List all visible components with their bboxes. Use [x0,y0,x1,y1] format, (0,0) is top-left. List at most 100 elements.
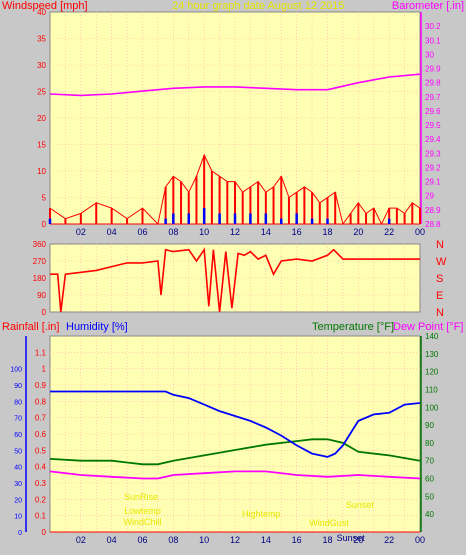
humidity-tick-label: 90 [14,383,22,390]
humidity-axis-label: Humidity [%] [66,321,128,333]
windspeed-tick-label: 35 [37,35,46,44]
x-tick-label: 06 [137,227,147,237]
x-tick-label: 12 [230,227,240,237]
barometer-tick-label: 30 [425,50,434,59]
humidity-tick-label: 80 [14,399,22,406]
x-tick-label: 14 [261,227,271,237]
temperature-tick-label: 120 [425,368,439,377]
x-tick-label: 02 [76,227,86,237]
barometer-tick-label: 29.1 [425,178,441,187]
windspeed-tick-label: 20 [37,114,46,123]
annotation-label: WindChill [123,517,161,527]
temperature-tick-label: 130 [425,350,439,359]
rainfall-tick-label: 0.9 [35,381,47,390]
x-tick-label: 04 [107,227,117,237]
x-tick-label: 14 [261,535,271,545]
humidity-tick-label: 20 [14,497,22,504]
rainfall-tick-label: 0.4 [35,463,47,472]
annotation-label: SunRise [124,492,158,502]
windspeed-axis-label: Windspeed [mph] [2,0,88,12]
annotation-label: Lowtemp [124,506,161,516]
barometer-axis-label: Barometer [.in] [392,0,464,12]
annotation-label: Hightemp [242,509,281,519]
barometer-tick-label: 29.2 [425,163,441,172]
windspeed-tick-label: 30 [37,61,46,70]
x-tick-label: 10 [199,227,209,237]
rainfall-tick-label: 0.8 [35,397,47,406]
rainfall-tick-label: 0.5 [35,446,47,455]
windspeed-tick-label: 15 [37,141,46,150]
windspeed-tick-label: 0 [42,220,47,229]
x-tick-label: 08 [168,535,178,545]
wind-direction-line [50,247,420,313]
rainfall-tick-label: 0.6 [35,430,47,439]
humidity-tick-label: 70 [14,416,22,423]
x-tick-label: 20 [353,227,363,237]
temperature-tick-label: 140 [425,332,439,341]
x-tick-label: 00 [415,535,425,545]
x-tick-label: 00 [415,227,425,237]
humidity-tick-label: 50 [14,448,22,455]
chart-title: 24 hour graph date August 12 2015 [172,0,344,12]
wind-axes: 0 5 10 15 20 25 30 35 40 28.8 28.9 29 29.1 29.2 29.3 29… [37,8,441,237]
humidity-tick-label: 0 [18,530,22,537]
wind-grid [50,12,420,224]
temperature-tick-label: 90 [425,421,434,430]
temperature-tick-label: 50 [425,492,434,501]
barometer-tick-label: 28.9 [425,206,441,215]
rainfall-axis-label: Rainfall [.in] [2,321,59,333]
rainfall-tick-label: 0.3 [35,479,47,488]
temp-axes: 0 0.1 0.2 0.3 0.4 0.5 0.6 0.7 0.8 0.9 1 1.1 0 10 20 30 4… [10,332,439,545]
x-tick-label: 22 [384,227,394,237]
direction-tick-label: 360 [33,240,47,249]
barometer-tick-label: 29.6 [425,107,441,116]
barometer-line [49,73,421,97]
direction-tick-label: 180 [33,274,47,283]
rainfall-tick-label: 0.7 [35,414,47,423]
temperature-line [49,438,421,466]
x-tick-label: 18 [322,227,332,237]
x-tick-label: 10 [199,535,209,545]
windspeed-tick-label: 10 [37,167,46,176]
rainfall-tick-label: 1 [42,365,47,374]
temperature-tick-label: 70 [425,457,434,466]
temperature-tick-label: 80 [425,439,434,448]
x-tick-label: 12 [230,535,240,545]
barometer-tick-label: 30.1 [425,36,441,45]
temperature-tick-label: 110 [425,385,438,394]
humidity-tick-label: 100 [10,367,22,374]
x-tick-label: 18 [322,535,332,545]
annotation-label: Sunset [346,500,375,510]
windspeed-tick-label: 5 [42,194,47,203]
rainfall-tick-label: 0 [42,528,47,537]
x-tick-label: 20 [353,535,363,545]
rainfall-tick-label: 1.1 [35,348,47,357]
rainfall-tick-label: 0.1 [35,512,47,521]
windspeed-tick-label: 40 [37,8,46,17]
x-tick-label: 02 [76,535,86,545]
x-tick-label: 22 [384,535,394,545]
barometer-tick-label: 30.2 [425,22,441,31]
x-tick-label: 16 [292,227,302,237]
windspeed-tick-label: 25 [37,88,46,97]
temperature-tick-label: 40 [425,510,434,519]
rainfall-tick-label: 0.2 [35,495,47,504]
x-tick-label: 16 [292,535,302,545]
barometer-tick-label: 29.8 [425,79,441,88]
compass-label: W [436,256,447,268]
dewpoint-axis-label: Dew Point [°F] [393,321,463,333]
windspeed-gust-line [49,153,421,226]
compass-label: S [436,273,443,285]
barometer-tick-label: 28.8 [425,220,441,229]
compass-label: N [436,239,444,251]
wind-series [48,73,421,226]
temperature-tick-label: 100 [425,403,439,412]
annotation-label: WindGust [309,518,349,528]
barometer-tick-label: 29.9 [425,65,441,74]
barometer-tick-label: 29.5 [425,121,441,130]
temperature-tick-label: 60 [425,475,434,484]
humidity-tick-label: 30 [14,481,22,488]
